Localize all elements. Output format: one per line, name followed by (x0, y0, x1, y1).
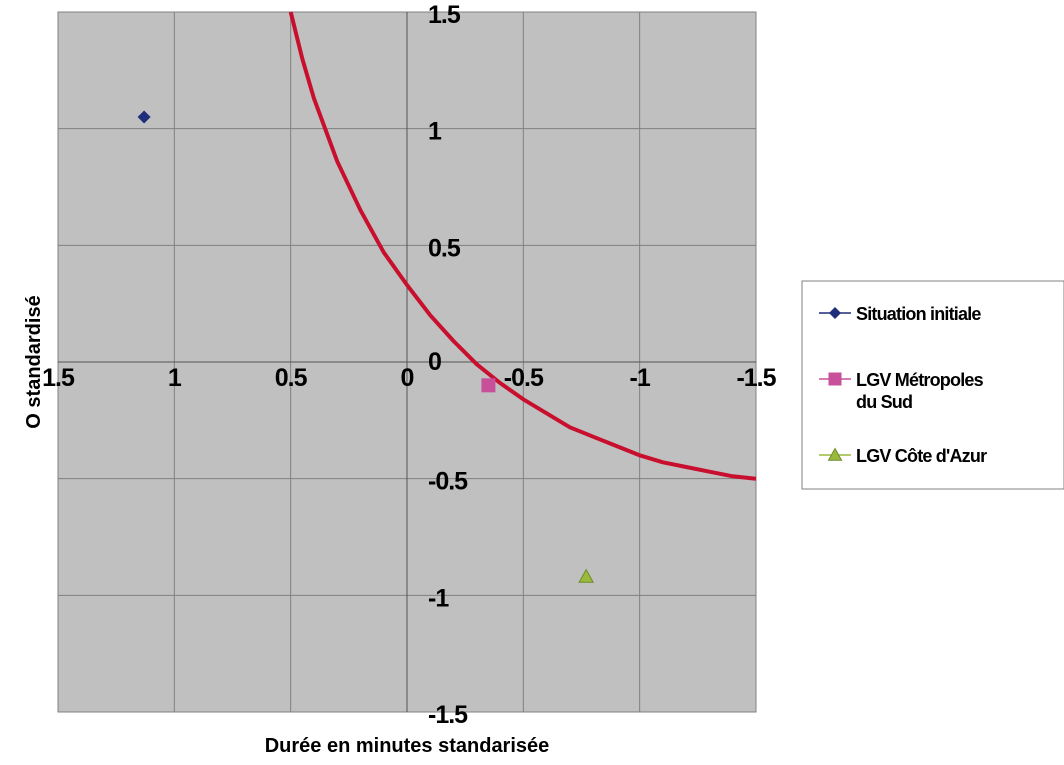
data-point (481, 378, 496, 393)
legend-label: LGV Côte d'Azur (856, 446, 987, 466)
data-point (578, 568, 595, 583)
legend-label: LGV Métropoles (856, 370, 984, 390)
legend-label: Situation initiale (856, 304, 981, 324)
legend-label: du Sud (856, 392, 912, 412)
curve (288, 11, 757, 481)
y-tick-label: 1 (428, 118, 442, 146)
y-tick-label: 0 (428, 348, 441, 376)
x-tick-label: -1.5 (736, 364, 776, 392)
x-axis-title: Durée en minutes standarisée (265, 735, 550, 757)
tick-labels: 1.5 1 0.5 0 -0.5 -1 -1.5 1.5 1 0.5 0 -0.5 -1 -1.5 (42, 1, 778, 729)
axis-lines (58, 12, 756, 712)
data-point (137, 110, 151, 124)
legend-marker (829, 307, 841, 319)
y-axis-title: O standardisé (23, 295, 45, 428)
x-tick-label: 0 (401, 364, 414, 392)
y-tick-label: 0.5 (428, 234, 461, 262)
x-tick-label: -0.5 (504, 364, 544, 392)
legend-marker (828, 372, 842, 386)
data-points (137, 110, 595, 583)
frontier-curve (288, 11, 757, 481)
legend-marker (827, 447, 843, 461)
x-tick-label: 1 (168, 364, 182, 392)
y-tick-label: -0.5 (428, 468, 468, 496)
x-tick-label: 1.5 (42, 364, 75, 392)
y-tick-label: -1.5 (428, 701, 468, 729)
x-tick-label: -1 (630, 364, 651, 392)
y-tick-label: -1 (428, 584, 449, 612)
y-tick-label: 1.5 (428, 1, 461, 29)
x-tick-label: 0.5 (275, 364, 308, 392)
